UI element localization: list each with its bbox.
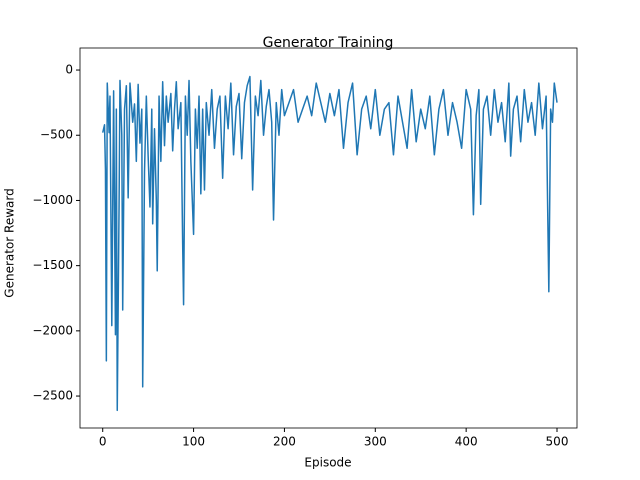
- y-tick-label: −1000: [32, 193, 73, 207]
- x-tick-label: 300: [364, 435, 387, 449]
- x-tick-label: 100: [182, 435, 205, 449]
- x-tick-label: 400: [455, 435, 478, 449]
- y-tick-label: −2000: [32, 323, 73, 337]
- x-tick-label: 200: [273, 435, 296, 449]
- plot-frame: [79, 47, 578, 429]
- y-tick-label: 0: [65, 63, 73, 77]
- x-axis-label: Episode: [304, 456, 351, 470]
- chart-title: Generator Training: [263, 35, 394, 51]
- y-tick-label: −1500: [32, 258, 73, 272]
- y-axis-label: Generator Reward: [3, 188, 17, 297]
- x-tick-label: 0: [99, 435, 107, 449]
- x-tick-label: 500: [546, 435, 569, 449]
- data-line: [101, 75, 558, 412]
- y-tick-label: −2500: [32, 389, 73, 403]
- y-tick-label: −500: [40, 128, 73, 142]
